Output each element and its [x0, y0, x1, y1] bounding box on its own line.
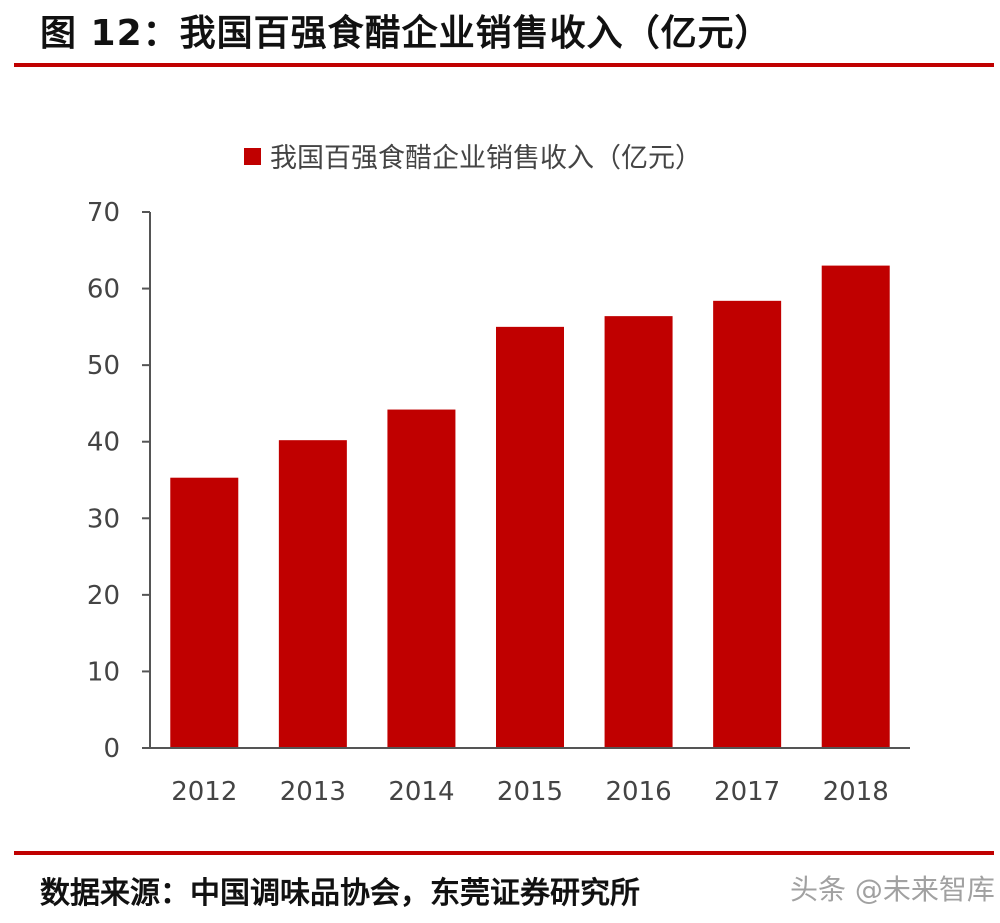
bar-2013: [278, 440, 347, 748]
bar-2017: [713, 300, 782, 748]
bar-2015: [496, 326, 564, 748]
x-tick-label: 2012: [171, 777, 237, 807]
x-tick-label: 2018: [823, 777, 889, 807]
y-tick-label: 0: [103, 734, 120, 764]
figure-title: 图 12：我国百强食醋企业销售收入（亿元）: [40, 13, 772, 54]
chart-legend: 我国百强食醋企业销售收入（亿元）: [244, 143, 702, 174]
x-tick-label: 2014: [388, 777, 454, 807]
bar-2012: [170, 477, 239, 748]
legend-label: 我国百强食醋企业销售收入（亿元）: [270, 143, 702, 174]
data-source: 数据来源：中国调味品协会，东莞证券研究所: [40, 876, 640, 911]
bars: [170, 265, 890, 748]
y-tick-label: 50: [87, 351, 120, 381]
y-tick-label: 60: [87, 275, 120, 305]
bottom-divider: [14, 851, 994, 855]
bar-2018: [821, 265, 890, 748]
y-tick-label: 70: [87, 198, 120, 228]
top-divider: [14, 63, 994, 67]
y-axis: 0 10 20 30 40 50 60 70: [87, 198, 151, 764]
y-tick-label: 40: [87, 428, 120, 458]
x-tick-label: 2015: [497, 777, 563, 807]
y-tick-label: 30: [87, 504, 120, 534]
bar-2016: [604, 316, 673, 748]
y-tick-label: 20: [87, 581, 120, 611]
legend-swatch: [244, 148, 261, 165]
watermark-text: 头条 @未来智库: [790, 873, 995, 906]
y-tick-label: 10: [87, 657, 120, 687]
x-tick-label: 2017: [714, 777, 780, 807]
x-tick-label: 2013: [280, 777, 346, 807]
x-tick-label: 2016: [605, 777, 671, 807]
bar-2014: [387, 409, 456, 748]
x-axis: 2012 2013 2014 2015 2016 2017 2018: [150, 747, 910, 807]
